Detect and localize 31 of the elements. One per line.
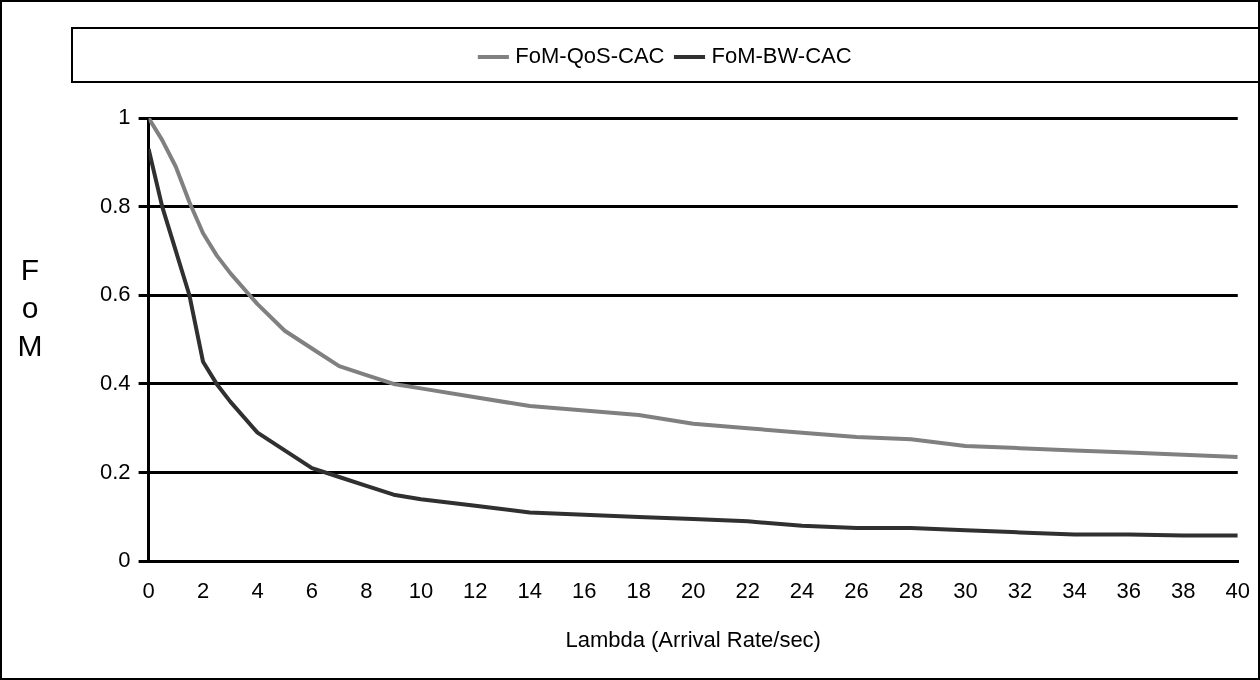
x-tick-label: 14	[517, 578, 543, 604]
legend-label: FoM-BW-CAC	[711, 43, 852, 69]
x-tick-label: 20	[680, 578, 706, 604]
legend-label: FoM-QoS-CAC	[515, 43, 665, 69]
x-tick-label: 24	[789, 578, 815, 604]
x-tick-label: 12	[463, 578, 488, 604]
y-tick-label: 0.6	[99, 281, 131, 307]
x-tick-label: 2	[196, 578, 210, 604]
y-tick-label: 1	[118, 104, 131, 130]
y-tick-label: 0.2	[99, 458, 131, 484]
x-axis-title: Lambda (Arrival Rate/sec)	[565, 626, 821, 652]
x-tick-label: 36	[1116, 578, 1142, 604]
x-tick-label: 26	[844, 578, 869, 604]
x-tick-label: 4	[251, 578, 264, 604]
x-tick-label: 6	[305, 578, 319, 604]
x-tick-label: 8	[360, 578, 373, 604]
y-axis-title: FoM	[17, 252, 43, 362]
x-tick-label: 0	[142, 578, 155, 604]
x-tick-label: 28	[898, 578, 924, 604]
x-tick-label: 38	[1171, 578, 1196, 604]
y-tick-label: 0	[118, 547, 131, 573]
x-tick-label: 40	[1225, 578, 1251, 604]
x-tick-label: 22	[735, 578, 760, 604]
x-tick-label: 34	[1062, 578, 1087, 604]
x-tick-label: 16	[572, 578, 597, 604]
y-tick-label: 0.8	[99, 192, 131, 218]
y-tick-label: 0.4	[99, 369, 131, 395]
x-tick-label: 30	[953, 578, 978, 604]
x-tick-label: 10	[408, 578, 434, 604]
x-tick-label: 18	[626, 578, 651, 604]
x-tick-label: 32	[1007, 578, 1033, 604]
